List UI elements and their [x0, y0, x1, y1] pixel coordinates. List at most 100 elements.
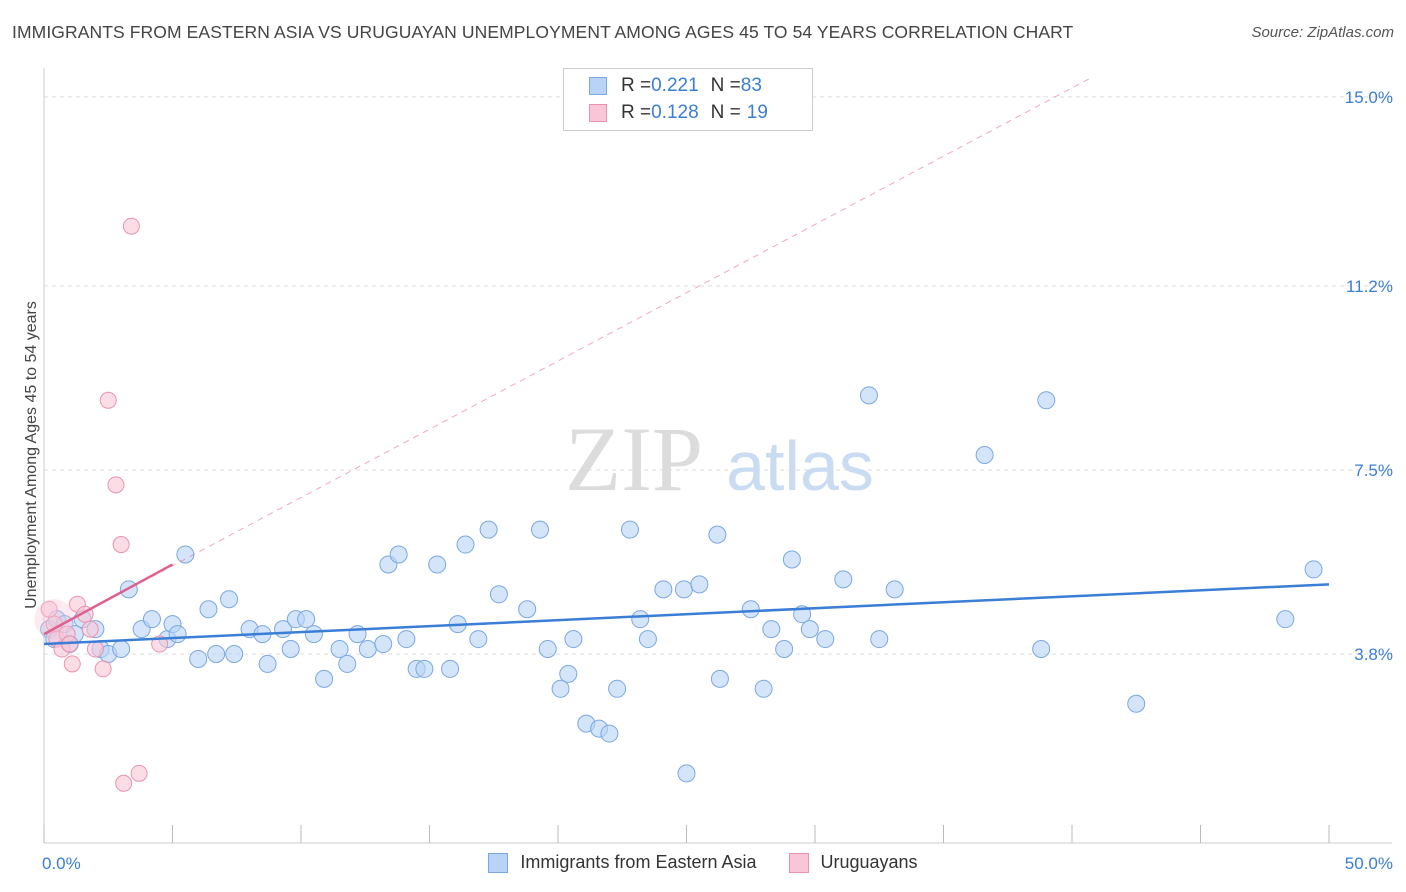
eastern-asia-point: [428, 555, 447, 574]
uruguayans-point: [94, 660, 112, 678]
eastern-asia-point: [142, 610, 161, 629]
series-legend-eastern-asia[interactable]: Immigrants from Eastern Asia: [488, 852, 757, 873]
uruguayans-trend-line: [43, 563, 174, 636]
eastern-asia-point: [489, 585, 508, 604]
eastern-asia-point: [1127, 694, 1146, 713]
legend-r-label: R =: [621, 102, 652, 123]
eastern-asia-point: [397, 630, 416, 649]
eastern-asia-point: [415, 659, 434, 678]
eastern-asia-point: [674, 580, 693, 599]
uruguayans-point: [99, 391, 117, 409]
eastern-asia-point: [338, 654, 357, 673]
eastern-asia-point: [870, 630, 889, 649]
x-tick-label: 0.0%: [42, 854, 81, 873]
y-tick-label: 15.0%: [1345, 88, 1393, 107]
series-legend-label: Uruguayans: [820, 852, 918, 872]
legend-swatch-blue: [589, 77, 607, 95]
legend-swatch-pink: [589, 104, 607, 122]
uruguayans-trend-extension: [43, 76, 1093, 635]
axes: [43, 68, 1392, 844]
uruguayans-point: [107, 476, 125, 494]
eastern-asia-point: [631, 610, 650, 629]
eastern-asia-point: [754, 679, 773, 698]
eastern-asia-point: [708, 525, 727, 544]
eastern-asia-point: [885, 580, 904, 599]
eastern-asia-trend-line: [43, 583, 1330, 646]
eastern-asia-point: [189, 649, 208, 668]
eastern-asia-point: [654, 580, 673, 599]
legend-n-label: N =: [710, 102, 741, 123]
legend-r-value: 0.221: [651, 75, 699, 96]
eastern-asia-point: [859, 386, 878, 405]
eastern-asia-point: [620, 520, 639, 539]
eastern-asia-point: [297, 610, 316, 629]
eastern-asia-point: [281, 640, 300, 659]
y-tick-label: 3.8%: [1354, 645, 1393, 664]
eastern-asia-point: [469, 630, 488, 649]
eastern-asia-point: [1032, 640, 1051, 659]
uruguayans-point: [112, 536, 130, 554]
legend-n-value: 83: [740, 75, 762, 96]
grid: [44, 96, 1392, 655]
eastern-asia-point: [199, 600, 218, 619]
source-label: Source: ZipAtlas.com: [1251, 24, 1394, 41]
eastern-asia-point: [456, 535, 475, 554]
eastern-asia-point: [315, 669, 334, 688]
legend-n-value: 19: [746, 102, 768, 123]
eastern-asia-point: [600, 724, 619, 743]
eastern-asia-point: [677, 764, 696, 783]
x-tick-label: 50.0%: [1345, 854, 1393, 873]
uruguayans-cluster-point: [34, 599, 75, 640]
y-tick-label: 7.5%: [1354, 461, 1393, 480]
chart-title: IMMIGRANTS FROM EASTERN ASIA VS URUGUAYA…: [12, 22, 1074, 42]
eastern-asia-point: [112, 640, 131, 659]
eastern-asia-point: [304, 625, 323, 644]
eastern-asia-point: [551, 679, 570, 698]
watermark-zip: ZIP: [565, 408, 703, 510]
series-legend-label: Immigrants from Eastern Asia: [520, 852, 757, 872]
eastern-asia-point: [225, 644, 244, 663]
eastern-asia-point: [710, 669, 729, 688]
eastern-asia-point: [559, 664, 578, 683]
series-swatch-pink: [788, 852, 809, 873]
eastern-asia-point: [330, 640, 349, 659]
legend-r-value: 0.128: [651, 102, 699, 123]
eastern-asia-point: [479, 520, 498, 539]
y-axis-label: Unemployment Among Ages 45 to 54 years: [23, 301, 40, 609]
eastern-asia-point: [176, 545, 195, 564]
legend-n-label: N =: [710, 75, 741, 96]
eastern-asia-point: [564, 630, 583, 649]
eastern-asia-point: [518, 600, 537, 619]
eastern-asia-point: [782, 550, 801, 569]
watermark-atlas: atlas: [726, 427, 874, 505]
eastern-asia-point: [800, 620, 819, 639]
watermark: ZIP atlas: [565, 408, 874, 510]
tick-labels: 3.8% 7.5% 11.2% 15.0% 0.0% 50.0%: [42, 88, 1393, 873]
eastern-asia-point: [258, 654, 277, 673]
uruguayans-point: [63, 655, 81, 673]
series-legend-uruguayans[interactable]: Uruguayans: [788, 852, 918, 873]
eastern-asia-point: [168, 625, 187, 644]
legend-r-label: R =: [621, 75, 652, 96]
legend-row-uruguayans: R = 0.128 N = 19: [589, 101, 768, 125]
eastern-asia-point: [690, 575, 709, 594]
uruguayans-point: [115, 774, 133, 792]
eastern-asia-point: [358, 640, 377, 659]
eastern-asia-point: [1037, 391, 1056, 410]
uruguayans-point: [40, 600, 58, 618]
eastern-asia-point: [816, 630, 835, 649]
eastern-asia-point: [608, 679, 627, 698]
legend-row-eastern-asia: R = 0.221 N = 83: [589, 74, 762, 98]
eastern-asia-point: [638, 630, 657, 649]
uruguayans-point: [81, 620, 99, 638]
eastern-asia-point: [834, 570, 853, 589]
stats-legend: R = 0.221 N = 83 R = 0.128 N = 19: [563, 68, 813, 131]
eastern-asia-point: [1304, 560, 1323, 579]
uruguayans-point: [130, 764, 148, 782]
eastern-asia-point: [207, 644, 226, 663]
eastern-asia-point: [741, 600, 760, 619]
eastern-asia-point: [389, 545, 408, 564]
eastern-asia-point: [775, 640, 794, 659]
eastern-asia-point: [1276, 610, 1295, 629]
